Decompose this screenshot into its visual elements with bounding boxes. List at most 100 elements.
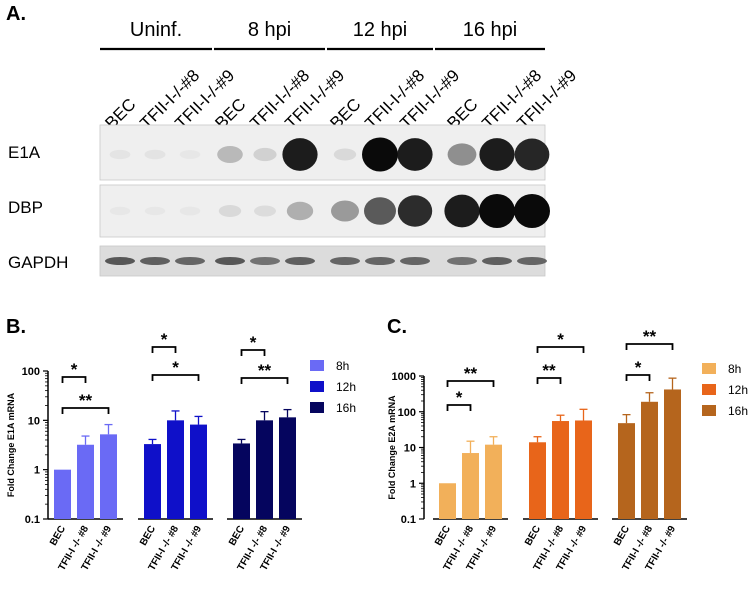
significance-marker: ** xyxy=(79,391,93,410)
y-tick-label: 10 xyxy=(404,443,416,455)
western-blot-panel: Uninf. 8 hpi 12 hpi 16 hpiBECTFII-I-/-#8TFI… xyxy=(8,19,580,277)
significance-marker: ** xyxy=(464,364,478,383)
legend-label: 8h xyxy=(336,359,349,373)
y-axis-label: Fold Change E2A mRNA xyxy=(387,395,397,500)
x-category-label: BEC xyxy=(612,524,632,548)
blot-band xyxy=(217,145,243,164)
y-tick-label: 10 xyxy=(28,415,40,427)
bar xyxy=(54,469,71,519)
bar xyxy=(664,389,681,519)
significance-marker: * xyxy=(557,330,564,349)
blot-band xyxy=(447,143,477,166)
blot-band xyxy=(514,138,550,171)
panel-a-label: A. xyxy=(6,3,26,25)
blot-band xyxy=(514,194,550,228)
significance-bracket xyxy=(446,380,495,387)
blot-band xyxy=(479,194,515,228)
legend-label: 16h xyxy=(728,404,748,418)
x-category-label: BEC xyxy=(523,524,543,548)
blot-band xyxy=(333,148,357,161)
significance-bracket xyxy=(61,376,87,383)
blot-band xyxy=(109,149,131,160)
blot-row-label: DBP xyxy=(8,198,43,217)
x-category-label: BEC xyxy=(48,524,68,548)
bar xyxy=(552,421,569,519)
significance-bracket xyxy=(536,377,562,384)
significance-marker: * xyxy=(71,360,78,379)
blot-band xyxy=(364,197,396,225)
significance-bracket xyxy=(536,346,585,353)
legend-label: 8h xyxy=(728,362,741,376)
blot-band xyxy=(105,257,135,265)
blot-band xyxy=(362,137,398,172)
y-tick-label: 100 xyxy=(398,407,416,419)
bar xyxy=(462,453,479,519)
blot-band xyxy=(285,257,315,265)
y-tick-label: 0.1 xyxy=(401,514,416,526)
blot-band xyxy=(479,138,515,171)
blot-band xyxy=(254,205,276,217)
y-tick-label: 100 xyxy=(22,366,40,378)
blot-band xyxy=(365,257,395,265)
y-axis-label: Fold Change E1A mRNA xyxy=(6,392,16,497)
blot-band xyxy=(250,257,280,265)
blot-band xyxy=(144,206,166,216)
significance-marker: ** xyxy=(258,361,272,380)
x-category-label: BEC xyxy=(227,524,247,548)
legend-swatch xyxy=(310,402,324,413)
significance-marker: * xyxy=(172,358,179,377)
blot-row-label: GAPDH xyxy=(8,253,68,272)
blot-band xyxy=(218,205,242,217)
blot-membrane xyxy=(99,124,546,181)
significance-marker: * xyxy=(456,388,463,407)
bar xyxy=(618,423,635,519)
blot-band xyxy=(517,257,547,265)
significance-bracket xyxy=(151,374,200,381)
bar xyxy=(575,420,592,519)
blot-band xyxy=(282,138,318,171)
bar xyxy=(100,434,117,519)
significance-bracket xyxy=(61,407,110,414)
blot-band xyxy=(447,257,477,265)
y-tick-label: 1 xyxy=(34,465,40,477)
legend-swatch xyxy=(310,381,324,392)
legend-swatch xyxy=(702,363,716,374)
legend-swatch xyxy=(702,405,716,416)
bar xyxy=(233,443,250,519)
blot-band xyxy=(331,200,359,222)
blot-band xyxy=(179,150,201,159)
significance-bracket xyxy=(151,346,177,353)
significance-bracket xyxy=(625,374,651,381)
blot-band xyxy=(482,257,512,265)
bar xyxy=(190,424,207,519)
legend-swatch xyxy=(310,360,324,371)
x-category-label: BEC xyxy=(138,524,158,548)
blot-band xyxy=(179,206,201,216)
group-header: Uninf. xyxy=(130,19,182,41)
bar xyxy=(641,401,658,519)
chart-e2a-mrna: C.Fold Change E2A mRNA0.11101001000BECTF… xyxy=(387,316,748,573)
blot-row-label: E1A xyxy=(8,143,41,162)
blot-band xyxy=(175,257,205,265)
significance-bracket xyxy=(446,404,472,411)
bar xyxy=(279,417,296,519)
legend-label: 16h xyxy=(336,401,356,415)
panel-label: C. xyxy=(387,316,407,338)
significance-bracket xyxy=(240,377,289,384)
significance-marker: * xyxy=(635,358,642,377)
significance-marker: * xyxy=(250,333,257,352)
bar xyxy=(77,444,94,519)
y-tick-label: 1000 xyxy=(392,371,416,383)
blot-band xyxy=(109,206,131,216)
blot-band xyxy=(330,257,360,265)
y-tick-label: 1 xyxy=(410,478,416,490)
blot-band xyxy=(400,257,430,265)
significance-marker: ** xyxy=(542,361,556,380)
blot-band xyxy=(397,138,433,171)
y-tick-label: 0.1 xyxy=(25,514,40,526)
significance-marker: * xyxy=(161,330,168,349)
significance-bracket xyxy=(625,343,674,350)
group-header: 12 hpi xyxy=(353,19,408,41)
legend-swatch xyxy=(702,384,716,395)
